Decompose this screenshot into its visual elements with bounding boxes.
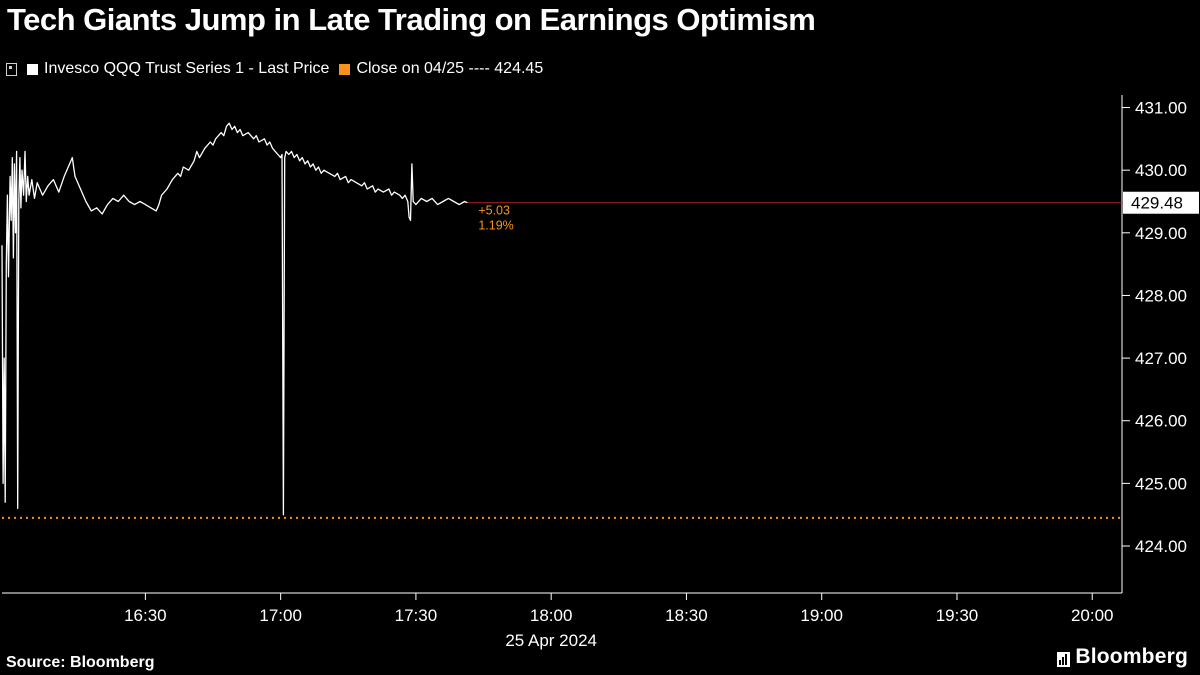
x-tick-label: 17:30 [395, 606, 438, 625]
x-tick-label: 19:30 [936, 606, 979, 625]
bloomberg-logo-icon [1057, 652, 1071, 667]
series-label: Invesco QQQ Trust Series 1 - Last Price [44, 60, 330, 77]
chart-title: Tech Giants Jump in Late Trading on Earn… [7, 2, 816, 37]
price-line [1, 122, 468, 516]
x-tick-label: 20:00 [1071, 606, 1114, 625]
y-tick-label: 429.00 [1135, 224, 1187, 243]
change-pct-annotation: 1.19% [478, 219, 513, 233]
legend: Invesco QQQ Trust Series 1 - Last Price … [6, 60, 543, 78]
y-tick-label: 425.00 [1135, 474, 1187, 493]
y-tick-label: 430.00 [1135, 161, 1187, 180]
x-tick-label: 17:00 [259, 606, 302, 625]
y-tick-label: 431.00 [1135, 99, 1187, 118]
y-tick-label: 427.00 [1135, 349, 1187, 368]
bloomberg-logo: Bloomberg [1057, 645, 1188, 669]
x-tick-label: 16:30 [124, 606, 167, 625]
last-price-badge [1123, 191, 1199, 214]
x-tick-label: 19:00 [800, 606, 843, 625]
x-axis-date-label: 25 Apr 2024 [505, 631, 597, 650]
y-tick-label: 426.00 [1135, 412, 1187, 431]
chart-tool-icon [6, 62, 17, 76]
source-label: Source: Bloomberg [6, 654, 155, 671]
bloomberg-logo-text: Bloomberg [1075, 645, 1188, 668]
x-tick-label: 18:00 [530, 606, 573, 625]
close-swatch [339, 63, 351, 75]
change-annotation: +5.03 [478, 204, 510, 218]
close-label: Close on 04/25 ---- 424.45 [356, 60, 544, 77]
last-price-badge-label: 429.48 [1131, 194, 1183, 213]
legend-item-series: Invesco QQQ Trust Series 1 - Last Price [27, 60, 329, 78]
legend-item-close: Close on 04/25 ---- 424.45 [339, 60, 543, 78]
x-tick-label: 18:30 [665, 606, 708, 625]
y-tick-label: 424.00 [1135, 537, 1187, 556]
series-swatch [27, 63, 38, 75]
price-chart: 431.00 430.00 429.00 428.00 427.00 426.00 425.… [1, 95, 1199, 650]
y-tick-label: 428.00 [1135, 286, 1187, 305]
